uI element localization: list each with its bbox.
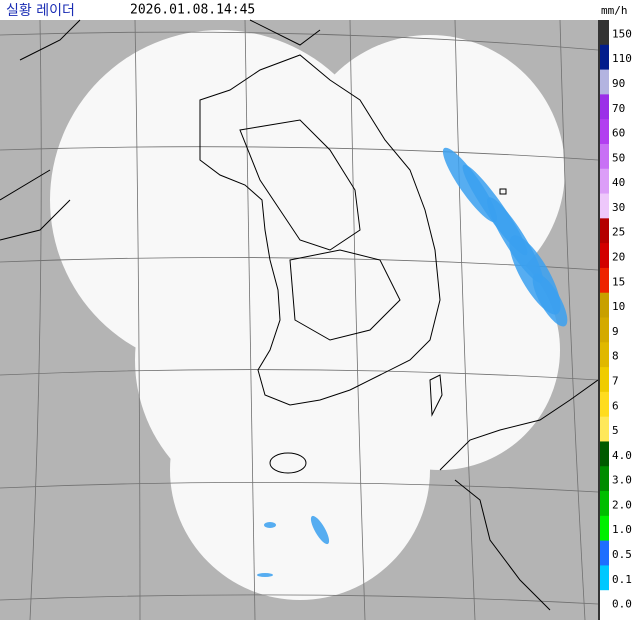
legend-swatch [600,168,609,195]
legend-label: 8 [612,350,619,363]
legend-label: 150 [612,27,632,40]
legend-swatch [600,44,609,71]
page-title: 실황 레이더 [6,3,75,19]
legend-swatch [600,267,609,294]
legend-label: 60 [612,127,625,140]
timestamp: 2026.01.08.14:45 [130,3,255,18]
legend-swatch [600,317,609,343]
legend-label: 6 [612,399,619,412]
legend-label: 25 [612,226,625,239]
legend-swatch [600,391,609,418]
legend-label: 0.1 [612,573,632,586]
legend-label: 15 [612,275,625,288]
legend-swatch [600,20,609,46]
map [0,19,599,620]
legend-swatch [600,491,609,517]
legend-swatch [600,515,609,542]
legend-swatch [600,367,609,393]
legend-label: 30 [612,201,625,214]
legend-swatch [600,342,609,368]
legend-swatch [600,94,609,120]
legend-swatch [600,143,609,170]
legend-label: 50 [612,151,625,164]
legend-label: 7 [612,374,619,387]
legend-label: 0.0 [612,598,632,611]
legend-swatch [600,441,609,467]
legend-label: 90 [612,77,625,90]
legend-swatch [600,69,609,95]
legend-swatch [600,243,609,269]
legend-swatch [600,218,609,244]
legend-label: 4.0 [612,449,632,462]
legend-label: 9 [612,325,619,338]
legend: 150 110 90 70 60 50 40 30 25 20 15 10 9 8 7 6 5 4.0 3.0 2.0… [600,20,632,616]
legend-swatch [600,193,609,219]
legend-unit: mm/h [601,4,628,17]
coastline [0,19,599,611]
legend-swatch [600,565,609,591]
legend-label: 40 [612,176,625,189]
legend-label: 110 [612,52,632,65]
legend-swatch [600,540,609,566]
legend-swatch [600,119,609,145]
precipitation [257,147,568,577]
legend-label: 1.0 [612,523,632,536]
legend-label: 2.0 [612,498,632,511]
legend-swatch [600,590,609,616]
legend-label: 10 [612,300,625,313]
legend-label: 70 [612,102,625,115]
legend-divider [598,20,600,620]
island [499,188,507,195]
legend-label: 0.5 [612,548,632,561]
legend-swatch [600,466,609,492]
legend-label: 3.0 [612,474,632,487]
legend-label: 5 [612,424,619,437]
legend-swatch [600,416,609,442]
legend-label: 20 [612,251,625,264]
legend-swatch [600,292,609,318]
